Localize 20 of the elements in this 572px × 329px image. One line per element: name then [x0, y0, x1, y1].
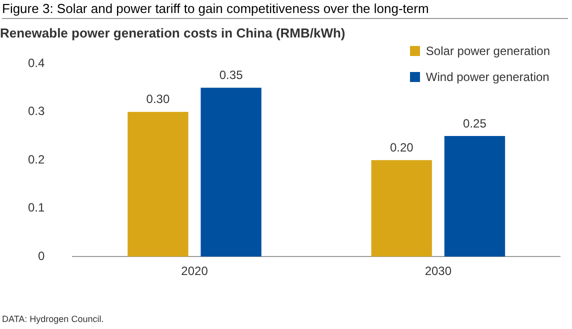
y-tick-label: 0.4 [28, 56, 45, 70]
bar [128, 112, 188, 257]
chart-subtitle: Renewable power generation costs in China (RMB/kWh) [0, 25, 346, 40]
y-tick-label: 0.2 [28, 152, 45, 166]
text: DATA: Hydrogen Council. [2, 314, 104, 324]
bar [444, 136, 506, 257]
legend-label: Solar power generation [426, 43, 550, 60]
text: 0.30 [146, 92, 170, 106]
x-tick-label: 2020 [181, 264, 208, 278]
text: 0.35 [219, 68, 243, 82]
bar [371, 160, 432, 257]
x-tick-label: 2030 [424, 264, 452, 278]
legend-label: Wind power generation [426, 69, 550, 86]
y-tick-label: 0.1 [28, 200, 45, 215]
chart-title: Figure 3: Solar and power tariff to gain competitiveness over the long-term [2, 1, 568, 19]
text: 0.25 [463, 116, 486, 130]
bar [200, 88, 262, 257]
y-tick-label: 0.3 [28, 104, 45, 118]
y-tick-label: 0 [38, 248, 45, 263]
text: 0.20 [390, 140, 414, 154]
